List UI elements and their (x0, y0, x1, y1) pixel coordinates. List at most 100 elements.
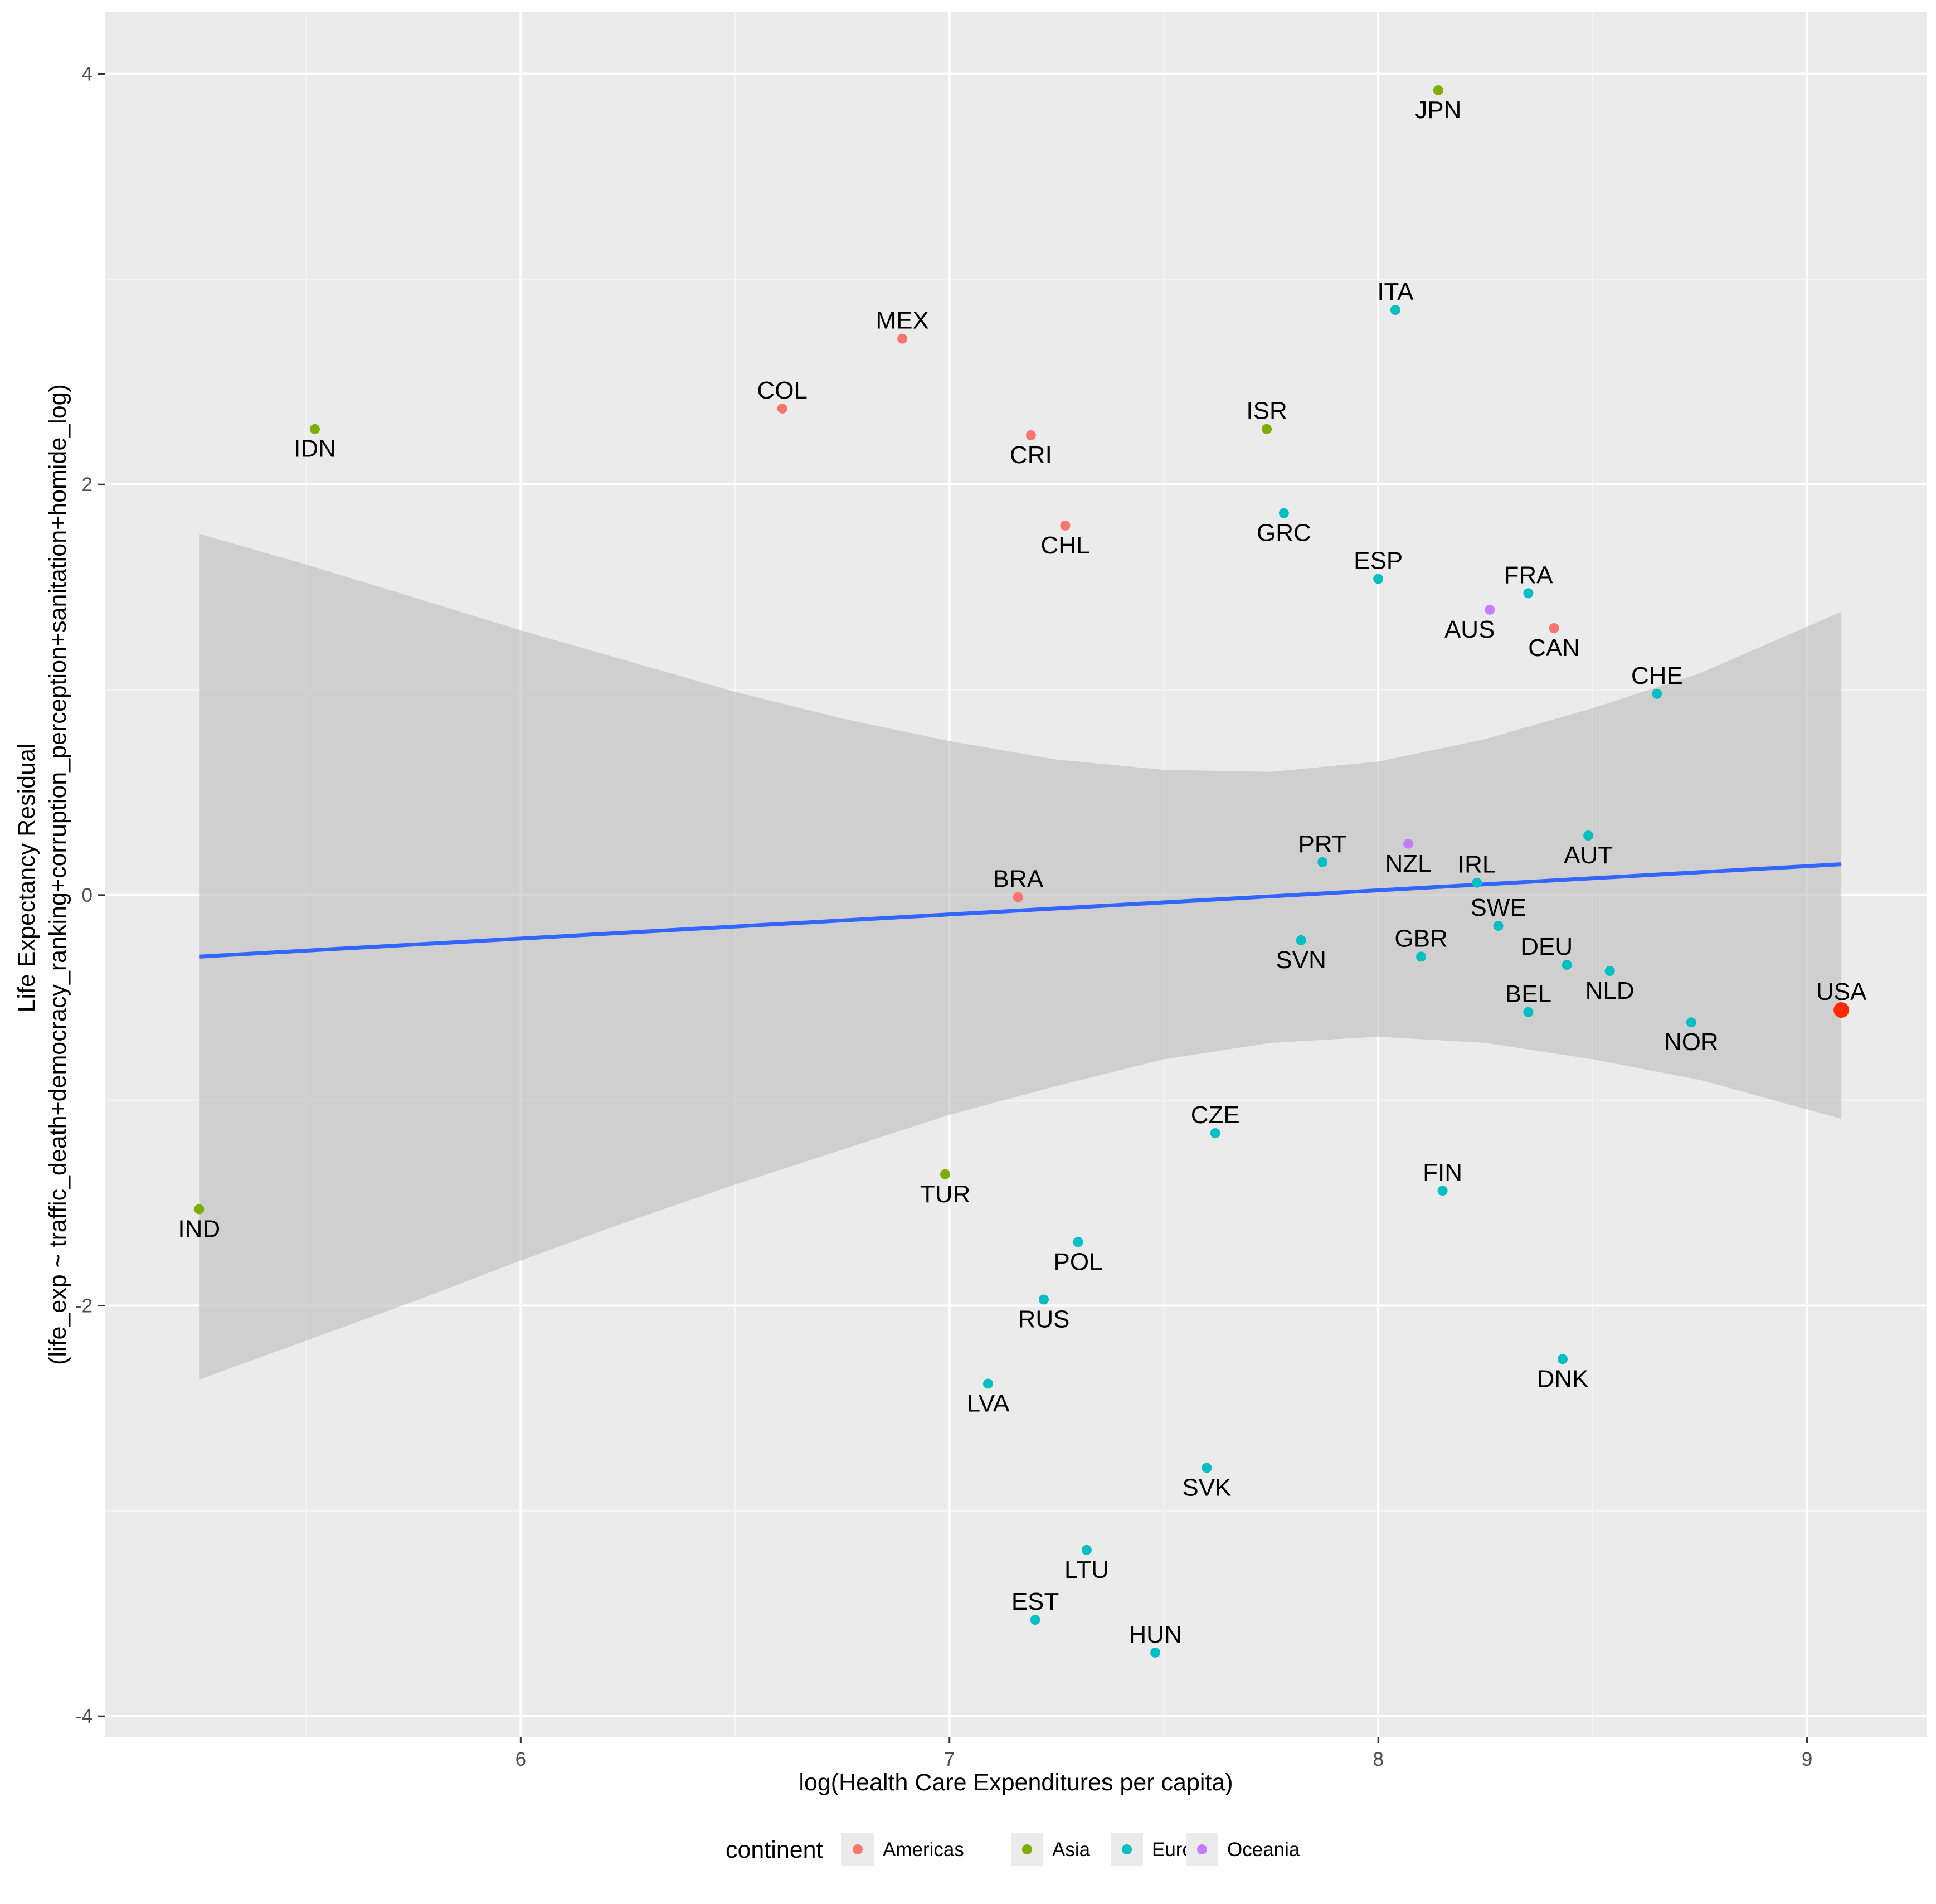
point-bel (1523, 1007, 1534, 1017)
trend-line (199, 862, 1842, 959)
point-ita (1390, 305, 1400, 315)
point-idn (310, 424, 320, 434)
legend-dot-asia (1022, 1844, 1032, 1854)
point-label-lva: LVA (967, 1390, 1010, 1417)
y-tick-label: 4 (82, 64, 93, 85)
point-label-chl: CHL (1040, 532, 1089, 559)
legend-dot-oceania (1197, 1844, 1207, 1854)
point-ltu (1081, 1544, 1092, 1555)
point-label-hun: HUN (1128, 1621, 1181, 1648)
confidence-band (199, 533, 1842, 1380)
legend-label-oceania: Oceania (1227, 1839, 1300, 1861)
x-axis: 6 7 8 9 (515, 1737, 1812, 1770)
point-label-ind: IND (178, 1215, 220, 1242)
point-est (1030, 1615, 1040, 1625)
point-label-svn: SVN (1276, 946, 1326, 974)
point-label-est: EST (1011, 1588, 1059, 1615)
point-label-bra: BRA (993, 866, 1044, 893)
point-che (1652, 688, 1662, 699)
point-label-tur: TUR (920, 1181, 970, 1208)
point-label-nld: NLD (1585, 977, 1635, 1004)
legend-label-asia: Asia (1052, 1839, 1091, 1861)
point-isr (1262, 424, 1272, 434)
point-label-can: CAN (1528, 634, 1580, 662)
point-nzl (1403, 838, 1414, 849)
point-label-aut: AUT (1564, 842, 1613, 869)
point-grc (1278, 508, 1289, 518)
legend: continent Americas Asia Europe Oceania (726, 1833, 1300, 1866)
y-tick-label: 2 (82, 474, 93, 496)
point-aut (1583, 830, 1594, 841)
point-gbr (1416, 951, 1427, 962)
point-swe (1493, 921, 1504, 931)
point-chl (1060, 520, 1071, 531)
point-bra (1013, 892, 1023, 902)
point-label-dnk: DNK (1537, 1365, 1589, 1392)
x-tick-label: 7 (944, 1748, 955, 1770)
point-tur (940, 1169, 951, 1179)
y-tick-label: 0 (82, 885, 93, 906)
x-tick-label: 8 (1373, 1748, 1383, 1770)
point-fra (1523, 588, 1534, 599)
point-label-gbr: GBR (1394, 925, 1447, 952)
legend-title: continent (726, 1837, 823, 1863)
point-svk (1202, 1463, 1212, 1473)
point-lva (982, 1378, 993, 1389)
point-label-fin: FIN (1423, 1159, 1462, 1186)
point-label-esp: ESP (1354, 547, 1403, 575)
point-label-col: COL (757, 377, 807, 404)
point-nor (1686, 1017, 1696, 1028)
y-axis-title-line-2: (life_exp ~ traffic_death+democracy_rank… (45, 384, 71, 1365)
point-cri (1025, 430, 1036, 440)
point-label-isr: ISR (1246, 397, 1287, 425)
point-label-swe: SWE (1470, 894, 1526, 921)
point-mex (897, 333, 908, 344)
point-label-bel: BEL (1505, 980, 1551, 1008)
point-esp (1373, 574, 1384, 584)
point-label-aus: AUS (1444, 616, 1495, 643)
point-label-idn: IDN (294, 435, 336, 463)
y-axis-title-line-1: Life Expectancy Residual (13, 744, 40, 1013)
point-col (777, 403, 787, 414)
point-label-prt: PRT (1298, 830, 1347, 858)
point-cze (1210, 1128, 1220, 1139)
y-axis-title: Life Expectancy Residual (life_exp ~ tra… (13, 384, 71, 1365)
point-label-irl: IRL (1458, 851, 1496, 878)
point-label-che: CHE (1631, 662, 1683, 689)
point-label-ita: ITA (1377, 278, 1414, 305)
point-deu (1562, 960, 1572, 970)
y-axis: -4 -2 0 2 4 (75, 64, 105, 1727)
point-prt (1317, 857, 1328, 867)
point-label-svk: SVK (1182, 1474, 1231, 1501)
point-label-cze: CZE (1191, 1101, 1240, 1129)
point-label-usa: USA (1816, 978, 1867, 1006)
x-tick-label: 9 (1802, 1748, 1812, 1770)
point-nld (1604, 966, 1615, 977)
data-points (194, 85, 1850, 1658)
y-tick-label: -2 (75, 1295, 93, 1317)
point-label-ltu: LTU (1064, 1556, 1109, 1584)
y-tick-label: -4 (75, 1706, 93, 1727)
point-label-mex: MEX (875, 307, 928, 334)
point-label-fra: FRA (1504, 561, 1553, 589)
x-tick-label: 6 (515, 1748, 526, 1770)
point-label-cri: CRI (1010, 441, 1052, 469)
point-label-grc: GRC (1257, 519, 1311, 547)
point-labels: JPN ITA MEX COL IDN ISR CRI GRC CHL ESP FRA AUS CAN C… (178, 96, 1867, 1648)
point-dnk (1558, 1354, 1568, 1364)
legend-label-americas: Americas (883, 1839, 964, 1861)
point-hun (1150, 1647, 1161, 1658)
point-svn (1296, 935, 1306, 945)
point-aus (1485, 604, 1495, 615)
point-rus (1039, 1294, 1049, 1305)
legend-dot-europe (1122, 1844, 1132, 1854)
point-label-jpn: JPN (1415, 96, 1461, 124)
point-pol (1073, 1237, 1083, 1247)
point-can (1549, 623, 1559, 633)
point-label-nzl: NZL (1385, 850, 1431, 877)
point-fin (1437, 1186, 1448, 1196)
point-label-rus: RUS (1018, 1305, 1070, 1333)
point-label-nor: NOR (1664, 1028, 1719, 1056)
point-ind (194, 1204, 205, 1215)
